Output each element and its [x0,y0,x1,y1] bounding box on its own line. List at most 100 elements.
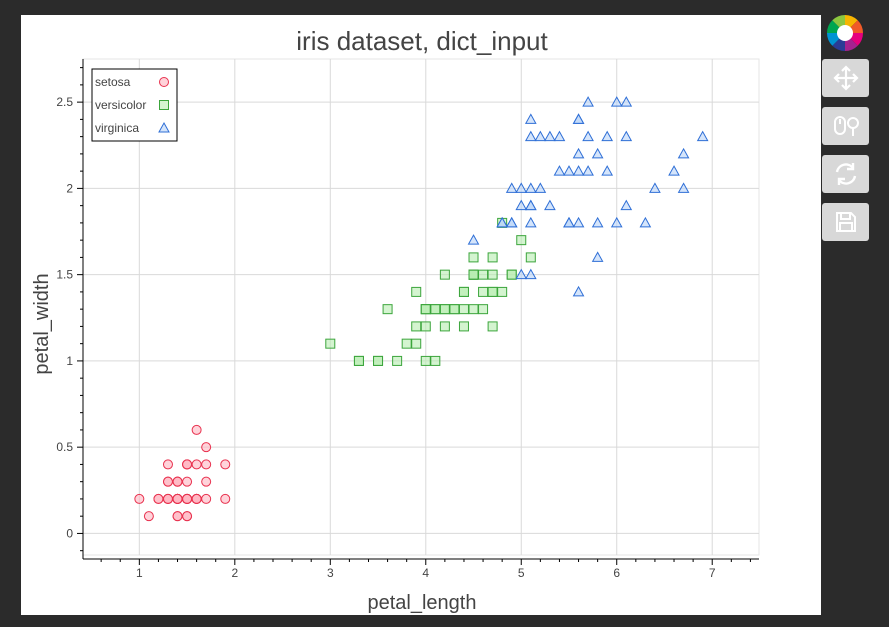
data-point-virginica [553,165,566,176]
data-point-virginica [515,182,528,193]
data-point-versicolor [420,304,431,315]
data-point-virginica [505,182,518,193]
scatter-chart: 1 2 3 4 5 6 7 0 0.5 1 1.5 2 2.5 iris dataset, dict_i… [31,26,760,614]
data-point-versicolor [487,269,498,280]
data-point-versicolor [439,304,450,315]
legend-marker-setosa [159,77,169,87]
data-point-versicolor [392,355,403,366]
data-point-versicolor [487,321,498,332]
data-point-setosa [182,493,193,504]
legend: setosa versicolor virginica [91,68,178,142]
pan-tool-button[interactable] [822,59,869,97]
legend-label-versicolor: versicolor [95,98,146,112]
x-tick-label: 2 [231,566,238,580]
data-point-setosa [159,77,169,87]
y-tick-label: 2.5 [56,95,73,109]
data-point-versicolor [478,304,489,315]
data-point-setosa [201,459,212,470]
data-point-versicolor [487,252,498,263]
data-point-setosa [172,493,183,504]
data-point-versicolor [420,355,431,366]
data-point-versicolor [411,286,422,297]
data-point-virginica [601,165,614,176]
data-point-setosa [201,493,212,504]
floppy-disk-icon [834,210,858,234]
data-point-virginica [639,216,652,228]
x-tick-label: 7 [709,566,716,580]
data-point-setosa [153,493,164,504]
data-point-virginica [524,130,537,142]
save-tool-button[interactable] [822,203,869,241]
data-point-virginica [524,182,537,193]
data-point-virginica [677,182,690,193]
data-point-virginica [620,96,633,107]
data-points [134,96,709,522]
data-point-versicolor [325,338,336,349]
data-point-setosa [143,511,154,522]
data-point-virginica [572,147,585,159]
data-point-virginica [610,216,623,228]
data-point-virginica [544,130,556,142]
data-point-versicolor [497,286,508,297]
data-point-virginica [524,113,537,124]
data-point-virginica [563,216,575,228]
x-tick-label: 1 [136,566,143,580]
data-point-virginica [544,199,556,211]
data-point-setosa [191,459,202,470]
data-point-virginica [524,216,537,228]
data-point-versicolor [439,269,450,280]
data-point-virginica [572,285,585,297]
data-point-virginica [620,199,633,211]
data-point-versicolor [449,304,460,315]
data-point-virginica [610,96,623,107]
data-point-versicolor [411,321,422,332]
data-point-versicolor [506,269,517,280]
data-point-virginica [572,165,585,176]
y-axis-label: petal_width [31,273,53,374]
data-point-virginica [696,130,709,142]
data-point-setosa [134,493,145,504]
mouse-magnifier-icon [832,113,860,139]
data-point-virginica [591,251,604,262]
x-tick-label: 6 [613,566,620,580]
data-point-versicolor [159,100,169,110]
data-point-virginica [496,216,509,228]
data-point-virginica [515,199,528,211]
bokeh-logo-icon[interactable] [825,13,865,53]
refresh-icon [833,161,859,187]
wheel-zoom-tool-button[interactable] [822,107,869,145]
data-point-versicolor [525,252,536,263]
data-point-versicolor [478,269,489,280]
data-point-virginica [668,165,680,176]
x-tick-label: 5 [518,566,525,580]
grid-lines [82,58,760,556]
data-point-virginica [515,268,528,280]
data-point-versicolor [382,304,393,315]
data-point-virginica [591,147,604,159]
data-point-virginica [620,130,633,142]
data-point-virginica [582,130,594,142]
data-point-setosa [220,493,231,504]
data-point-versicolor [468,269,479,280]
y-tick-label: 0.5 [56,440,73,454]
plot-panel: 1 2 3 4 5 6 7 0 0.5 1 1.5 2 2.5 iris dataset, dict_i… [21,15,821,615]
data-point-setosa [182,476,193,487]
data-point-virginica [534,182,547,193]
data-point-setosa [201,476,212,487]
data-point-versicolor [439,321,450,332]
reset-tool-button[interactable] [822,155,869,193]
data-point-versicolor [458,286,469,297]
data-point-setosa [172,476,183,487]
move-arrows-icon [832,65,859,91]
data-point-virginica [158,121,170,133]
data-point-virginica [572,113,585,124]
legend-label-virginica: virginica [95,121,139,135]
y-tick-label: 0 [66,526,73,540]
chart-title: iris dataset, dict_input [296,26,548,56]
data-point-versicolor [430,304,441,315]
y-tick-label: 1.5 [56,268,73,282]
data-point-virginica [572,216,585,228]
data-point-virginica [534,130,547,142]
data-point-setosa [191,493,202,504]
data-point-versicolor [516,235,527,246]
